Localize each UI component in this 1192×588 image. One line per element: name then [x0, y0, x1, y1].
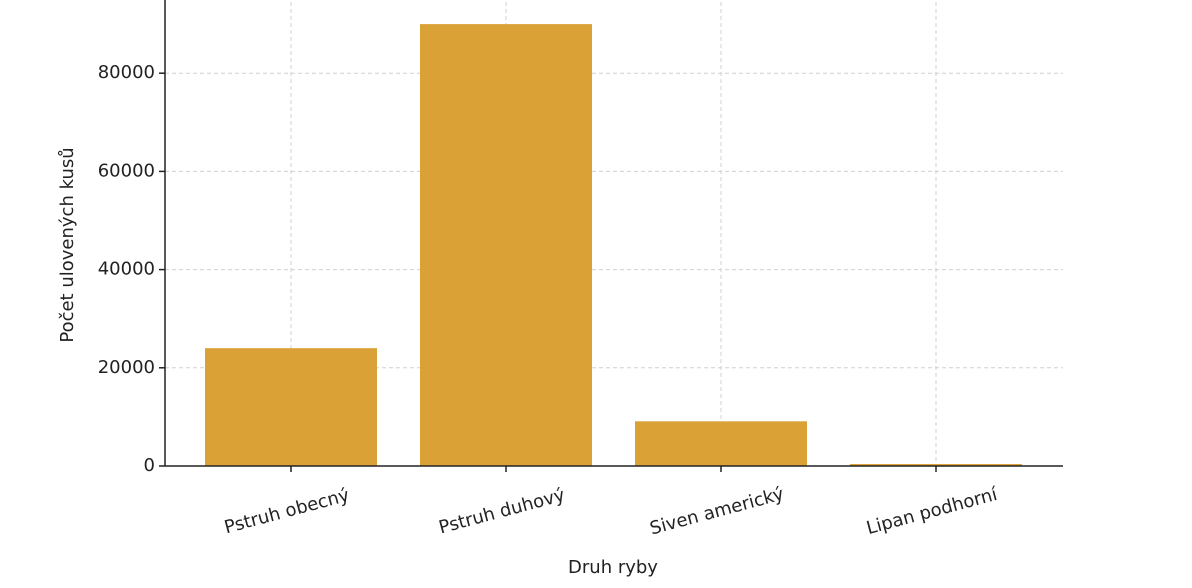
- bar: [420, 24, 592, 466]
- bar: [635, 421, 807, 466]
- bar: [205, 348, 377, 466]
- x-tick-label: Pstruh obecný: [222, 485, 352, 539]
- y-tick-label: 0: [144, 455, 155, 476]
- y-tick-label: 80000: [98, 62, 155, 83]
- y-tick-label: 60000: [98, 160, 155, 181]
- x-tick-label: Siven americký: [648, 483, 787, 539]
- x-axis-label: Druh ryby: [568, 557, 658, 578]
- y-tick-label: 40000: [98, 259, 155, 280]
- x-tick-label: Pstruh duhový: [437, 485, 568, 539]
- y-axis-label: Počet ulovených kusů: [57, 147, 78, 342]
- bar: [850, 464, 1022, 466]
- x-tick-label: Lipan podhorní: [864, 484, 1000, 539]
- y-tick-label: 20000: [98, 357, 155, 378]
